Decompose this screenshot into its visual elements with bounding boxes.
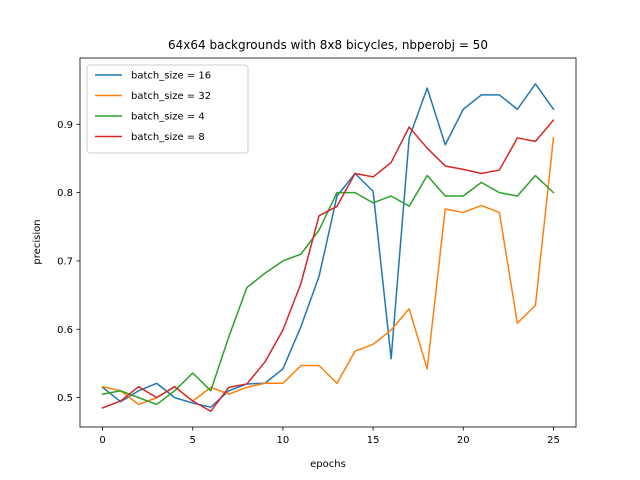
x-tick-label-2: 10 [277,435,290,446]
y-tick-label-2: 0.7 [57,256,73,267]
chart-title: 64x64 backgrounds with 8x8 bicycles, nbp… [168,38,488,52]
series-layer [101,83,555,413]
series-line-3 [101,119,555,413]
x-tick-label-5: 25 [547,435,560,446]
legend-label-0: batch_size = 16 [131,71,211,82]
x-tick-label-4: 20 [457,435,470,446]
x-tick-label-3: 15 [367,435,380,446]
x-axis-label: epochs [310,459,346,470]
legend: batch_size = 16 batch_size = 32 batch_size… [86,64,249,154]
legend-label-1: batch_size = 32 [131,91,211,102]
x-tick-label-0: 0 [99,435,105,446]
series-line-0 [101,83,555,408]
legend-box [86,64,249,154]
y-tick-label-0: 0.5 [57,393,73,404]
y-axis-label: precision [32,219,43,264]
y-tick-label-3: 0.8 [57,188,73,199]
legend-label-2: batch_size = 4 [131,112,205,123]
y-tick-label-4: 0.9 [57,120,73,131]
plot-frame [79,57,577,428]
y-tick-label-1: 0.6 [57,325,73,336]
series-line-1 [101,137,555,406]
legend-label-3: batch_size = 8 [131,132,205,143]
ticks-layer: 0 5 10 15 20 25 0.5 0.6 0.7 0.8 0.9 [57,120,560,446]
x-tick-label-1: 5 [190,435,196,446]
series-line-2 [101,174,555,406]
